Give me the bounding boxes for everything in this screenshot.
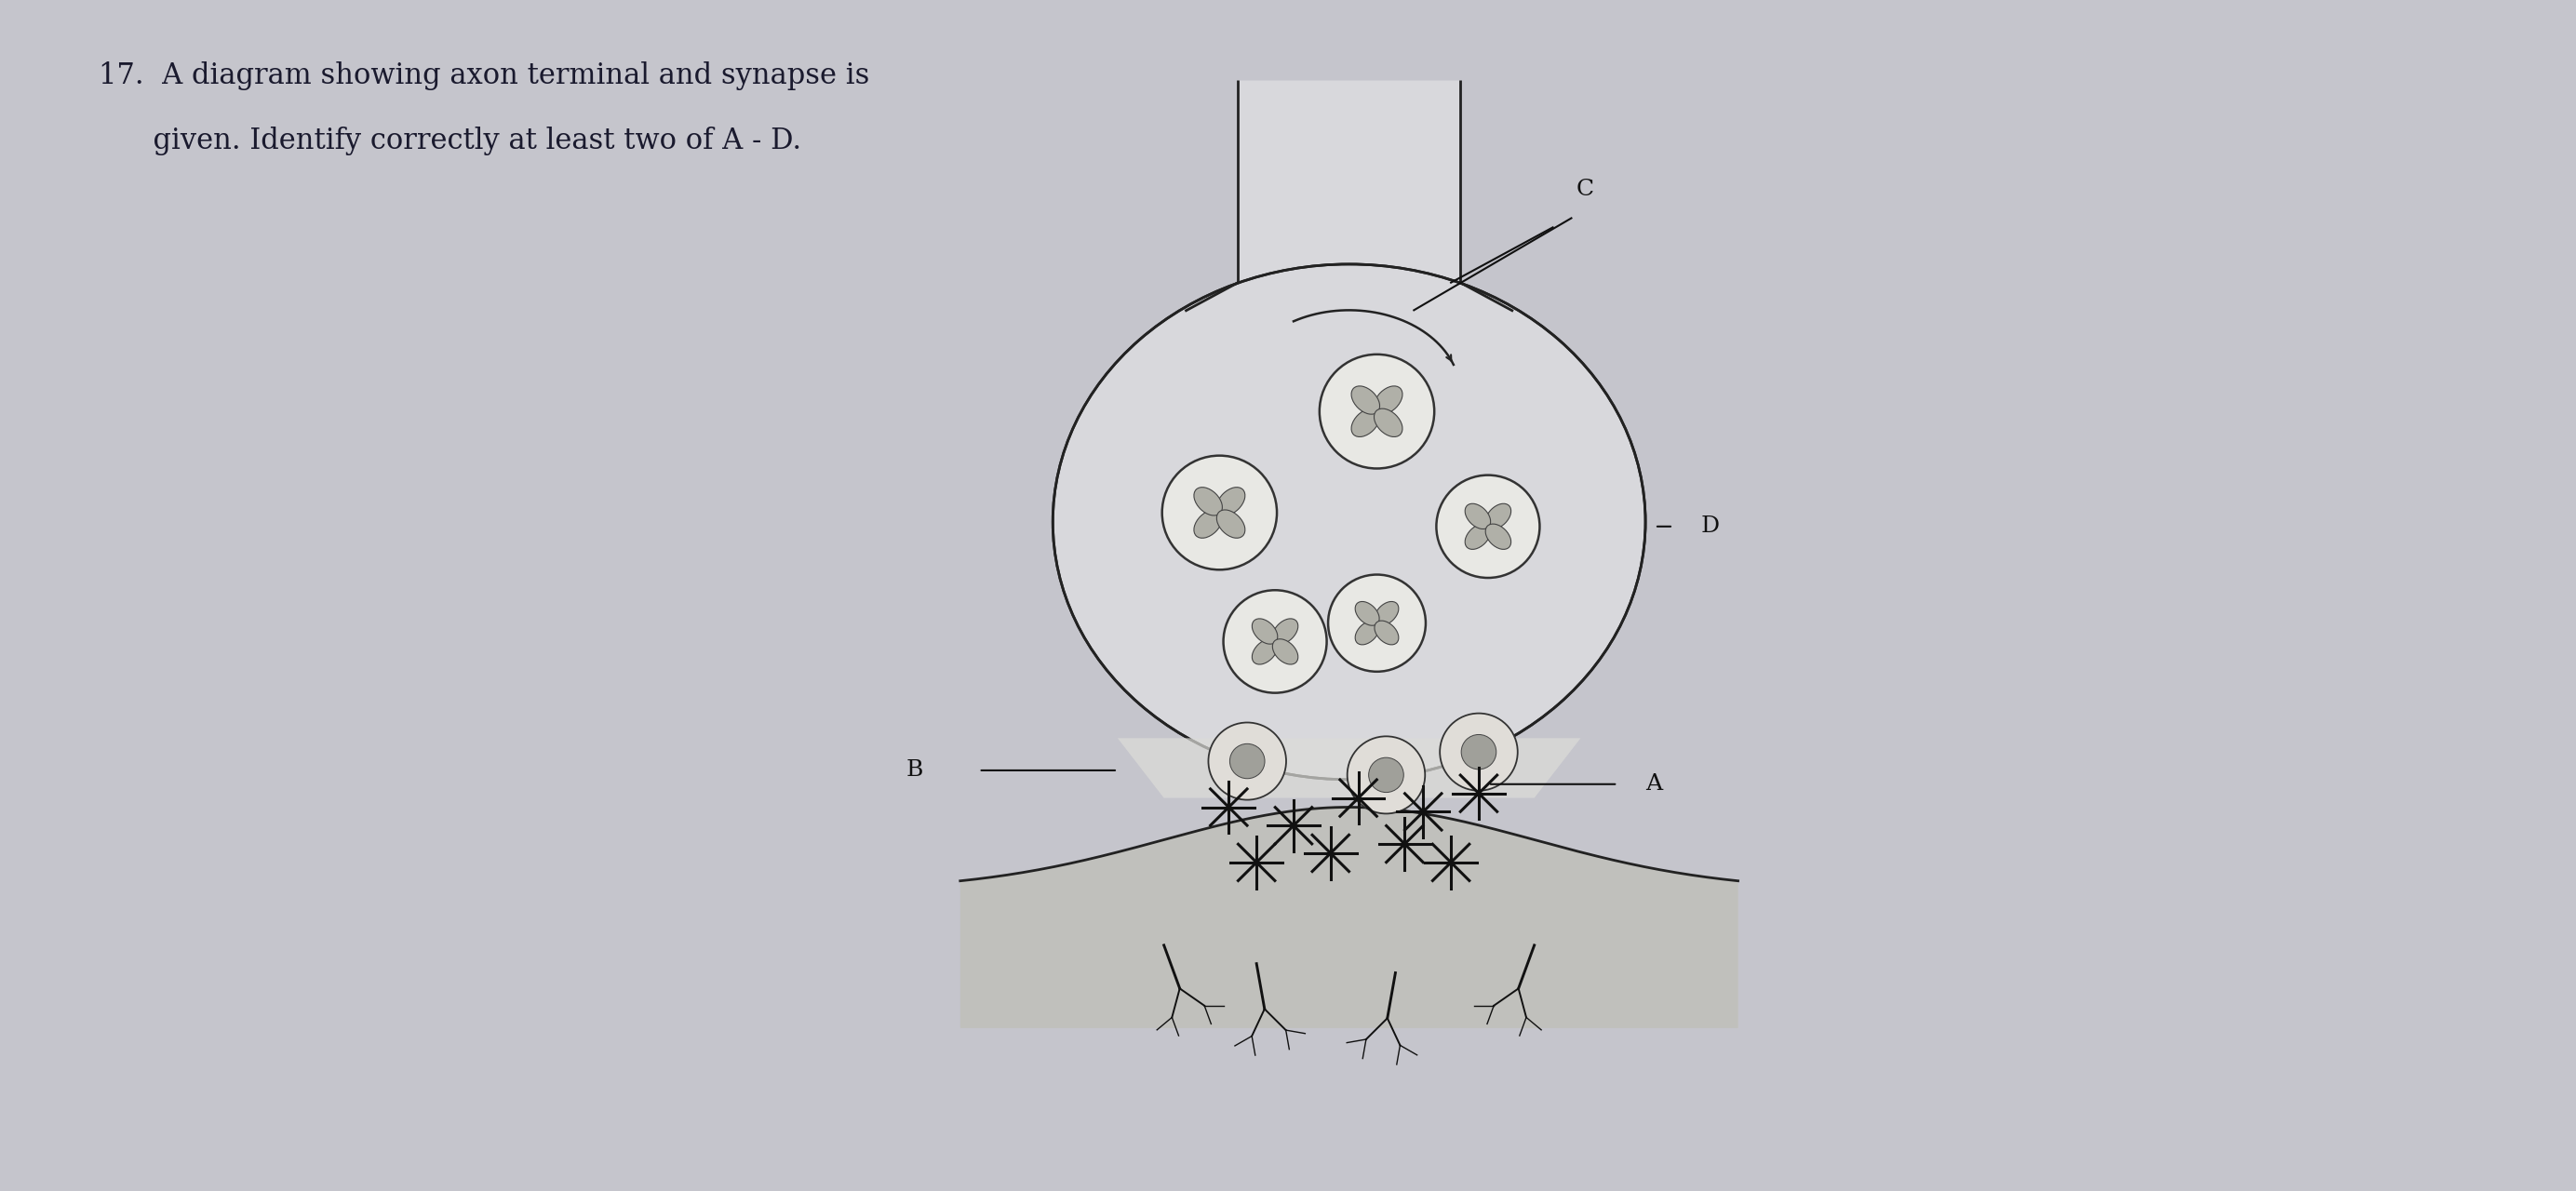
- Text: B: B: [907, 760, 922, 781]
- Ellipse shape: [1273, 640, 1298, 665]
- Ellipse shape: [1216, 487, 1244, 516]
- Text: A: A: [1646, 773, 1662, 794]
- Ellipse shape: [1355, 621, 1378, 644]
- Circle shape: [1319, 355, 1435, 468]
- Ellipse shape: [1376, 601, 1399, 625]
- Ellipse shape: [1355, 601, 1378, 625]
- Circle shape: [1437, 475, 1540, 578]
- Ellipse shape: [1376, 621, 1399, 644]
- Ellipse shape: [1216, 510, 1244, 538]
- Circle shape: [1208, 723, 1285, 800]
- Ellipse shape: [1486, 504, 1512, 529]
- Ellipse shape: [1252, 618, 1278, 644]
- Circle shape: [1224, 591, 1327, 693]
- Circle shape: [1162, 456, 1278, 569]
- Text: 17.  A diagram showing axon terminal and synapse is: 17. A diagram showing axon terminal and …: [98, 62, 871, 91]
- Ellipse shape: [1352, 386, 1381, 414]
- Polygon shape: [1185, 282, 1512, 311]
- Circle shape: [1329, 574, 1425, 672]
- Polygon shape: [1118, 738, 1582, 798]
- Text: C: C: [1577, 179, 1595, 200]
- Circle shape: [1347, 736, 1425, 813]
- Ellipse shape: [1373, 409, 1401, 437]
- Ellipse shape: [1352, 409, 1381, 437]
- Text: D: D: [1700, 516, 1721, 537]
- Ellipse shape: [1486, 524, 1512, 549]
- Ellipse shape: [1252, 640, 1278, 665]
- Ellipse shape: [1373, 386, 1401, 414]
- Circle shape: [1461, 735, 1497, 769]
- Circle shape: [1368, 757, 1404, 792]
- Circle shape: [1229, 743, 1265, 779]
- Ellipse shape: [1466, 504, 1492, 529]
- Ellipse shape: [1054, 264, 1646, 780]
- Polygon shape: [1239, 80, 1461, 282]
- Ellipse shape: [1193, 510, 1221, 538]
- Ellipse shape: [1466, 524, 1492, 549]
- Ellipse shape: [1273, 618, 1298, 644]
- Ellipse shape: [1193, 487, 1221, 516]
- Text: given. Identify correctly at least two of A - D.: given. Identify correctly at least two o…: [98, 126, 801, 155]
- Circle shape: [1440, 713, 1517, 791]
